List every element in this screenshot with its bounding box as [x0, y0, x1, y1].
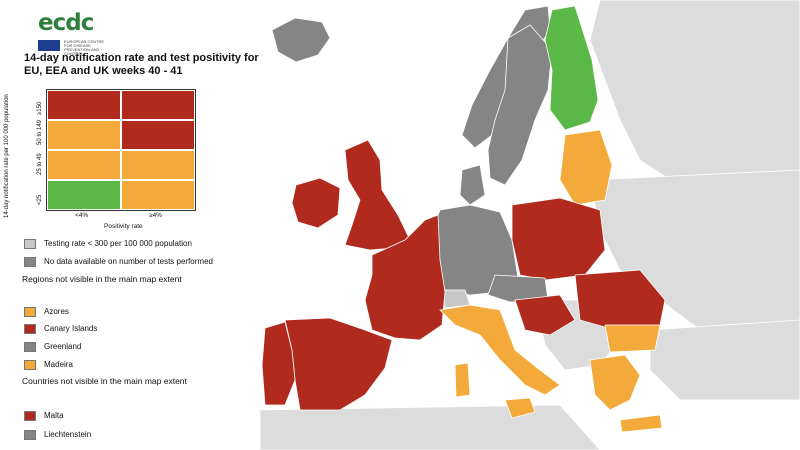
legend-swatch	[24, 257, 36, 267]
regions-heading: Regions not visible in the main map exte…	[22, 274, 182, 284]
region-baltics	[559, 129, 613, 206]
ecdc-logo: ecdc EUROPEAN CENTRE FOR DISEASE PREVENT…	[28, 6, 104, 56]
region-italy-sardinia	[454, 362, 471, 398]
matrix-cell	[47, 90, 121, 120]
region-spain	[284, 317, 393, 411]
region-greece	[589, 354, 641, 411]
eu-flag-icon	[38, 40, 60, 51]
region-portugal	[261, 321, 296, 406]
region-hungary	[514, 294, 576, 336]
legend-label: Canary Islands	[44, 324, 98, 333]
legend-label: No data available on number of tests per…	[44, 257, 213, 266]
legend-label: Malta	[44, 411, 64, 420]
legend-swatch	[24, 307, 36, 317]
matrix-cell	[47, 120, 121, 150]
non-eu-land-turkey	[649, 319, 800, 401]
legend-label: Liechtenstein	[44, 430, 92, 439]
matrix-x-axis-label: Positivity rate	[104, 223, 143, 230]
matrix-cell	[47, 150, 121, 180]
logo-subtext: EUROPEAN CENTRE FOR DISEASE PREVENTION A…	[64, 39, 105, 56]
logo-wordmark: ecdc	[38, 10, 94, 36]
non-eu-land-africa	[259, 404, 601, 450]
region-finland	[544, 5, 599, 131]
region-poland	[511, 197, 606, 281]
matrix-cell	[47, 180, 121, 210]
matrix-cell	[121, 180, 195, 210]
non-eu-land	[260, 0, 800, 450]
matrix-row-label: 25 to 49	[37, 153, 43, 175]
region-italy	[439, 304, 561, 396]
legend-label: Greenland	[44, 342, 82, 351]
matrix-row-label: <25	[37, 194, 43, 205]
legend-matrix	[46, 89, 196, 211]
matrix-y-axis-label: 14-day notification rate per 100 000 pop…	[4, 94, 10, 218]
region-france	[364, 214, 446, 341]
legend-swatch	[24, 360, 36, 370]
legend-swatch	[24, 324, 36, 334]
matrix-cell	[121, 150, 195, 180]
legend-label: Madeira	[44, 360, 73, 369]
region-ireland	[291, 177, 341, 229]
legend-swatch	[24, 411, 36, 421]
matrix-row-label: ≥150	[37, 101, 43, 115]
region-denmark	[459, 164, 486, 206]
legend-swatch	[24, 430, 36, 440]
region-iceland	[271, 17, 331, 63]
map-title: 14-day notification rate and test positi…	[24, 52, 259, 77]
region-italy-sicily	[504, 397, 536, 419]
region-greece-islands	[619, 414, 663, 433]
region-united-kingdom	[344, 139, 411, 251]
matrix-cell	[121, 90, 195, 120]
countries-heading: Countries not visible in the main map ex…	[22, 376, 187, 386]
legend-label: Azores	[44, 307, 69, 316]
matrix-row-label: 50 to 149	[37, 119, 43, 145]
matrix-column-label: ≥4%	[149, 212, 162, 219]
matrix-cell	[121, 120, 195, 150]
legend-swatch	[24, 239, 36, 249]
legend-label: Testing rate < 300 per 100 000 populatio…	[44, 239, 192, 248]
matrix-column-label: <4%	[75, 212, 89, 219]
region-bulgaria	[604, 324, 661, 353]
legend-swatch	[24, 342, 36, 352]
